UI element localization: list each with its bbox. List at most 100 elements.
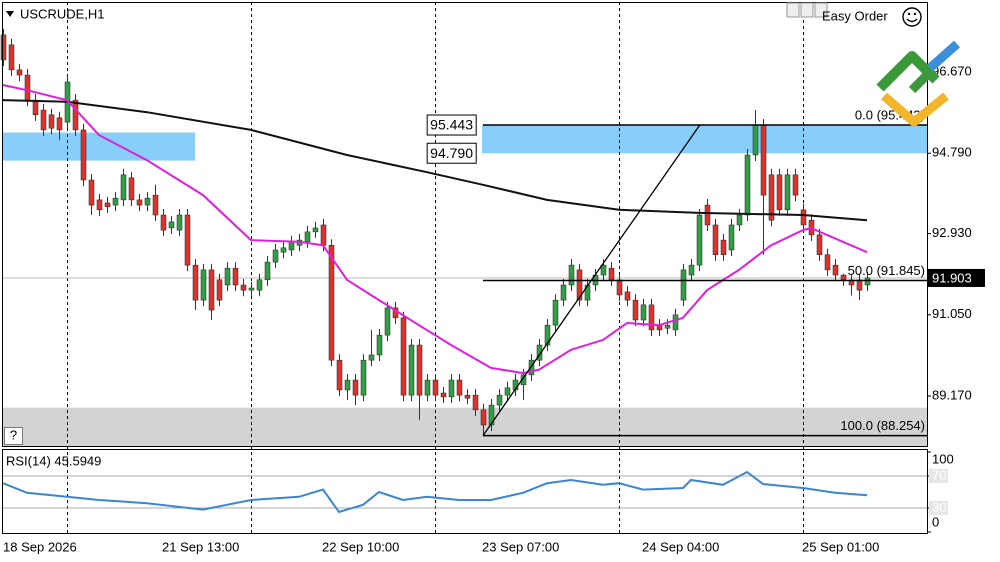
y-tick-label: 92.930 [932,225,972,240]
candle-body [432,379,439,396]
candle-body [88,179,95,206]
candle-body [736,214,743,226]
x-tick-label: 18 Sep 2026 [3,539,77,554]
candle-body [176,214,183,231]
candle-body [16,69,23,76]
candle-body [0,34,7,61]
candle-body [648,304,655,331]
candle-body [304,231,311,243]
candle-body [480,409,487,426]
candle-body [528,359,535,376]
candle-body [544,324,551,346]
candle-body [632,299,639,321]
zone-price-box [426,142,477,164]
rsi-label: RSI(14) 45.5949 [6,453,101,468]
candle-body [376,334,383,356]
one-click-buttons[interactable] [786,2,828,18]
candle-body [712,224,719,256]
candle-body [784,174,791,211]
candle-body [752,124,759,156]
zone-price-label: 95.443 [430,117,473,133]
rsi-panel-frame [2,449,928,534]
candle-body [552,299,559,326]
candle-body [256,279,263,291]
candle-body [232,267,239,286]
candle-body [24,74,31,101]
candle-body [832,264,839,276]
candle-body [408,344,415,396]
candle-body [856,279,863,291]
candle-body [56,117,63,131]
button[interactable] [800,2,814,18]
rsi-level-box [929,501,948,515]
candle-body [824,254,831,271]
symbol-title: USCRUDE,H1 [20,6,105,21]
candle-body [168,221,175,229]
candle-body [8,44,15,71]
rsi-y-tick-label: 100 [932,451,954,466]
easy-order[interactable]: Easy Order [822,8,888,23]
candle-body [352,379,359,396]
candle-body [216,279,223,301]
candle-body [608,267,615,281]
rsi-y-tick-label: 0 [932,514,939,529]
candle-body [272,249,279,263]
main-panel-frame [2,2,928,447]
x-tick-label: 21 Sep 13:00 [162,539,239,554]
x-tick-label: 24 Sep 04:00 [642,539,719,554]
candle-body [816,234,823,256]
rsi-y-tick-label: 70 [932,467,946,482]
candle-body [720,239,727,256]
button[interactable] [786,2,800,18]
rsi-line [2,470,868,514]
zone [2,132,195,161]
y-tick-label: 91.050 [932,306,972,321]
candle-body [672,314,679,331]
y-tick-label: 94.790 [932,145,972,160]
candle-body [40,109,47,131]
candle-body [336,359,343,391]
candle-body [456,379,463,396]
candle-body [320,224,327,246]
candle-body [840,274,847,281]
candle-body [744,154,751,216]
y-tick-label: 96.670 [932,63,972,78]
candle-body [472,394,479,411]
menu-triangle[interactable] [6,11,14,17]
candle-body [280,247,287,253]
candle-body [536,344,543,361]
candle-body [680,269,687,301]
candle-body [664,324,671,329]
x-tick-label: 22 Sep 10:00 [322,539,399,554]
candle-body [400,317,407,396]
candle-body [240,284,247,291]
rsi-level-box [929,469,948,483]
candle-body [152,194,159,216]
candle-body [728,224,735,251]
help-text[interactable]: ? [10,427,17,442]
candle-body [32,99,39,116]
candle-body [248,287,255,291]
fib-label: 50.0 (91.845) [848,263,925,278]
candle-body [360,359,367,396]
candle-body [864,277,871,286]
candle-body [416,344,423,396]
candle-body [496,394,503,406]
fib-label: 100.0 (88.254) [840,418,925,433]
candle-body [192,264,199,301]
candle-body [368,354,375,361]
x-tick-label: 25 Sep 01:00 [802,539,879,554]
candle-body [144,197,151,206]
candle-body [264,261,271,281]
candle-body [488,404,495,426]
current-price-box [927,268,985,287]
help-button[interactable] [4,427,23,445]
candle-body [640,304,647,321]
button[interactable] [814,2,828,18]
candle-body [616,279,623,296]
candle-body [624,291,631,301]
candle-body [792,174,799,196]
candle-body [760,124,767,196]
candle-body [504,387,511,396]
